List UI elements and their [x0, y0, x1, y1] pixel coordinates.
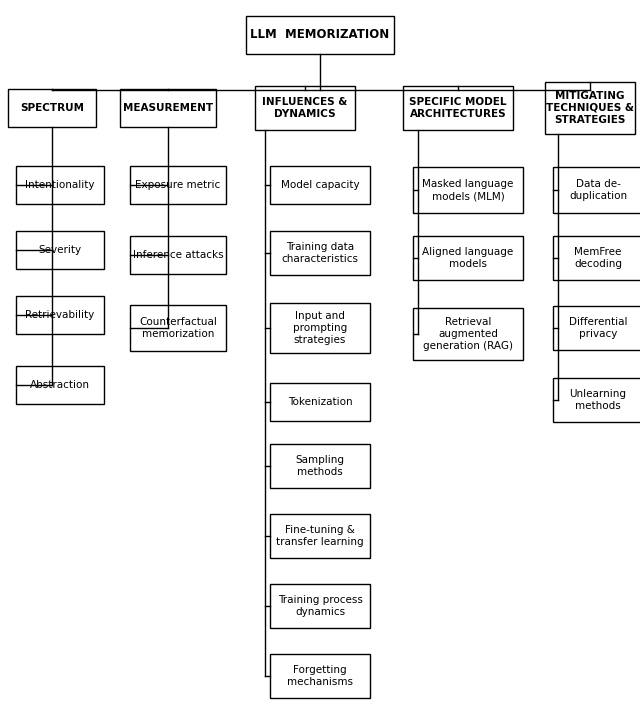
FancyBboxPatch shape: [270, 166, 370, 204]
Text: Training process
dynamics: Training process dynamics: [278, 595, 362, 617]
FancyBboxPatch shape: [553, 378, 640, 422]
FancyBboxPatch shape: [553, 167, 640, 213]
Text: Unlearning
methods: Unlearning methods: [570, 389, 627, 411]
Text: MEASUREMENT: MEASUREMENT: [123, 103, 213, 113]
FancyBboxPatch shape: [270, 383, 370, 421]
Text: Intentionality: Intentionality: [25, 180, 95, 190]
FancyBboxPatch shape: [16, 296, 104, 334]
FancyBboxPatch shape: [255, 86, 355, 130]
Text: SPECIFIC MODEL
ARCHITECTURES: SPECIFIC MODEL ARCHITECTURES: [409, 97, 507, 119]
Text: Fine-tuning &
transfer learning: Fine-tuning & transfer learning: [276, 525, 364, 547]
FancyBboxPatch shape: [130, 166, 226, 204]
Text: Input and
prompting
strategies: Input and prompting strategies: [293, 311, 347, 346]
Text: SPECTRUM: SPECTRUM: [20, 103, 84, 113]
Text: Model capacity: Model capacity: [281, 180, 359, 190]
Text: Training data
characteristics: Training data characteristics: [282, 242, 358, 264]
FancyBboxPatch shape: [553, 236, 640, 280]
FancyBboxPatch shape: [413, 236, 523, 280]
FancyBboxPatch shape: [413, 167, 523, 213]
FancyBboxPatch shape: [270, 303, 370, 353]
Text: Abstraction: Abstraction: [30, 380, 90, 390]
Text: Aligned language
models: Aligned language models: [422, 247, 514, 269]
Text: Retrievability: Retrievability: [26, 310, 95, 320]
FancyBboxPatch shape: [246, 16, 394, 54]
FancyBboxPatch shape: [553, 306, 640, 350]
FancyBboxPatch shape: [270, 444, 370, 488]
FancyBboxPatch shape: [8, 89, 96, 127]
FancyBboxPatch shape: [130, 236, 226, 274]
FancyBboxPatch shape: [270, 231, 370, 275]
Text: Masked language
models (MLM): Masked language models (MLM): [422, 179, 514, 201]
FancyBboxPatch shape: [16, 231, 104, 269]
Text: Severity: Severity: [38, 245, 81, 255]
Text: LLM  MEMORIZATION: LLM MEMORIZATION: [250, 28, 390, 41]
FancyBboxPatch shape: [120, 89, 216, 127]
Text: INFLUENCES &
DYNAMICS: INFLUENCES & DYNAMICS: [262, 97, 348, 119]
Text: Differential
privacy: Differential privacy: [569, 317, 627, 339]
FancyBboxPatch shape: [270, 514, 370, 558]
Text: MemFree
decoding: MemFree decoding: [574, 247, 622, 269]
Text: Tokenization: Tokenization: [288, 397, 352, 407]
FancyBboxPatch shape: [270, 654, 370, 698]
FancyBboxPatch shape: [413, 308, 523, 360]
FancyBboxPatch shape: [16, 366, 104, 404]
FancyBboxPatch shape: [270, 584, 370, 628]
Text: Sampling
methods: Sampling methods: [296, 454, 344, 477]
FancyBboxPatch shape: [403, 86, 513, 130]
FancyBboxPatch shape: [16, 166, 104, 204]
Text: Exposure metric: Exposure metric: [136, 180, 221, 190]
Text: Inference attacks: Inference attacks: [132, 250, 223, 260]
Text: Counterfactual
memorization: Counterfactual memorization: [139, 317, 217, 339]
Text: Forgetting
mechanisms: Forgetting mechanisms: [287, 665, 353, 688]
FancyBboxPatch shape: [130, 305, 226, 351]
Text: Retrieval
augmented
generation (RAG): Retrieval augmented generation (RAG): [423, 317, 513, 351]
Text: MITIGATING
TECHNIQUES &
STRATEGIES: MITIGATING TECHNIQUES & STRATEGIES: [546, 91, 634, 126]
FancyBboxPatch shape: [545, 82, 635, 134]
Text: Data de-
duplication: Data de- duplication: [569, 179, 627, 201]
